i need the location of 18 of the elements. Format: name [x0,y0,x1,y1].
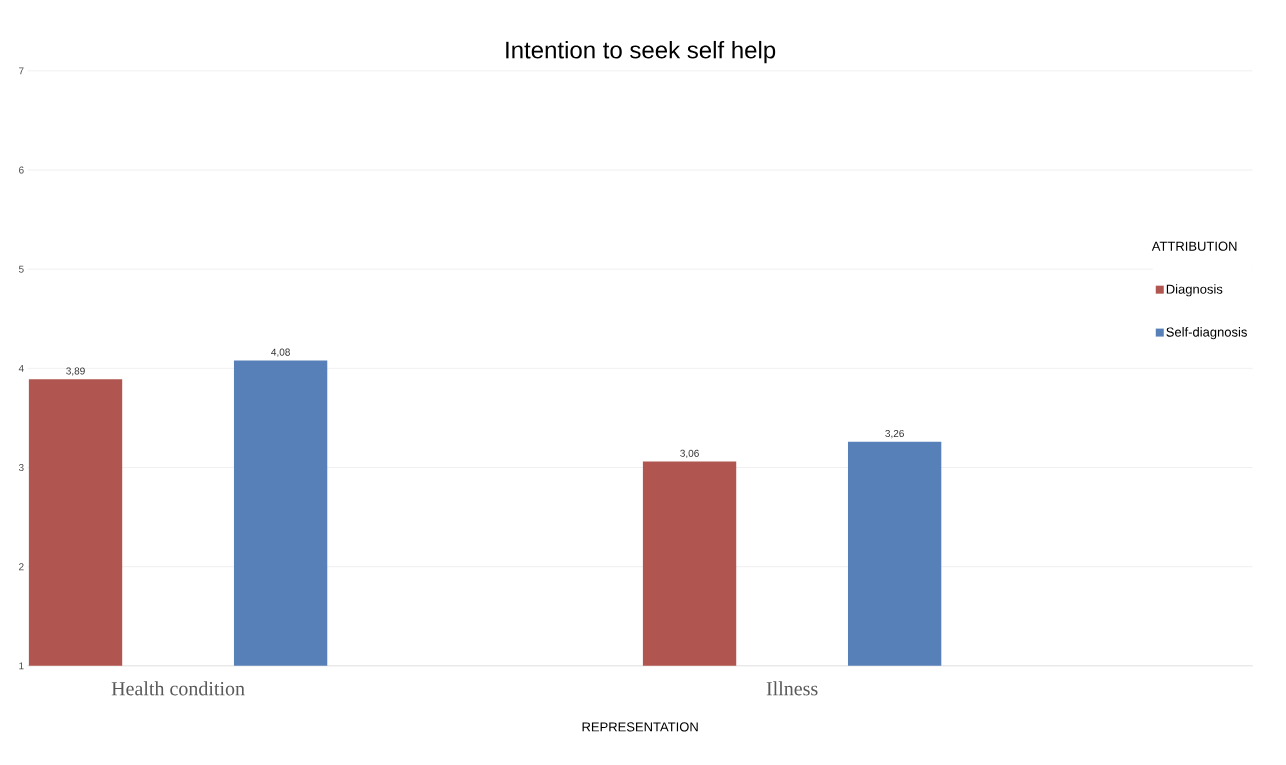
x-tick-label: Illness [766,681,818,696]
legend-label: Diagnosis [1166,284,1223,297]
y-tick-label: 2 [19,563,24,571]
y-tick-label: 7 [19,67,24,75]
chart-title: Intention to seek self help [506,40,776,64]
x-axis-title: REPRESENTATION [582,722,698,732]
y-tick-label: 4 [18,364,24,372]
data-label: 4,08 [271,348,290,357]
legend-title: ATTRIBUTION [1151,241,1237,251]
y-tick-label: 6 [19,166,24,174]
legend-label: Self-diagnosis [1166,327,1247,340]
data-label: 3,06 [680,449,699,459]
y-tick-label: 3 [18,463,24,472]
y-tick-label: 1 [19,662,24,670]
data-label: 3,89 [66,367,85,376]
y-tick-label: 5 [18,265,24,273]
x-tick-label: Health condition [111,681,245,696]
data-label: 3,26 [885,429,904,439]
